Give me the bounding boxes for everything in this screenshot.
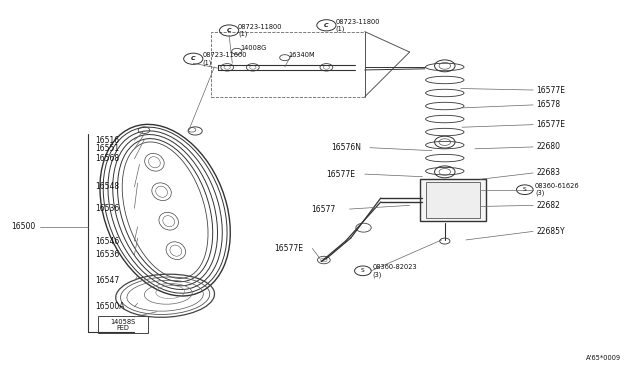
Text: 08723-11800
(1): 08723-11800 (1) bbox=[238, 24, 283, 37]
Text: 22685Y: 22685Y bbox=[536, 227, 565, 236]
Text: 16577E: 16577E bbox=[326, 170, 355, 179]
Text: C: C bbox=[324, 23, 329, 28]
Text: 16577E: 16577E bbox=[536, 86, 565, 94]
Text: 22680: 22680 bbox=[536, 142, 561, 151]
Text: 16576N: 16576N bbox=[332, 143, 362, 152]
Text: 14058S: 14058S bbox=[110, 319, 136, 325]
Text: FED: FED bbox=[116, 325, 129, 331]
Text: 14008G: 14008G bbox=[240, 45, 266, 51]
Text: 16568: 16568 bbox=[95, 154, 119, 163]
Text: 16551: 16551 bbox=[95, 144, 119, 153]
Bar bbox=[211, 32, 365, 97]
Text: 16536: 16536 bbox=[95, 250, 119, 259]
Text: 16577E: 16577E bbox=[536, 120, 565, 129]
FancyBboxPatch shape bbox=[420, 179, 486, 221]
Text: 16578: 16578 bbox=[536, 100, 561, 109]
Text: 16577: 16577 bbox=[311, 205, 335, 214]
Text: S: S bbox=[361, 268, 365, 273]
Text: C: C bbox=[227, 28, 232, 33]
Text: 16547: 16547 bbox=[95, 276, 119, 285]
Text: A'65*0009: A'65*0009 bbox=[586, 355, 621, 361]
Text: 16577E: 16577E bbox=[274, 244, 303, 253]
Text: 16516: 16516 bbox=[95, 136, 119, 145]
Text: 22683: 22683 bbox=[536, 169, 561, 177]
Text: S: S bbox=[523, 187, 527, 192]
Text: 08723-11800
(1): 08723-11800 (1) bbox=[335, 19, 380, 32]
Text: 16500: 16500 bbox=[12, 222, 36, 231]
Text: 08360-61626
(3): 08360-61626 (3) bbox=[535, 183, 580, 196]
Text: C: C bbox=[191, 56, 196, 61]
Text: 16536: 16536 bbox=[95, 204, 119, 213]
Text: 16546: 16546 bbox=[95, 237, 119, 246]
Text: 08360-82023
(3): 08360-82023 (3) bbox=[372, 264, 417, 278]
Text: 22682: 22682 bbox=[536, 201, 560, 210]
Text: 08723-11600
(1): 08723-11600 (1) bbox=[202, 52, 247, 65]
Text: 16340M: 16340M bbox=[288, 52, 315, 58]
Text: 16500A: 16500A bbox=[95, 302, 124, 311]
Text: 16548: 16548 bbox=[95, 182, 119, 191]
FancyBboxPatch shape bbox=[426, 182, 480, 218]
